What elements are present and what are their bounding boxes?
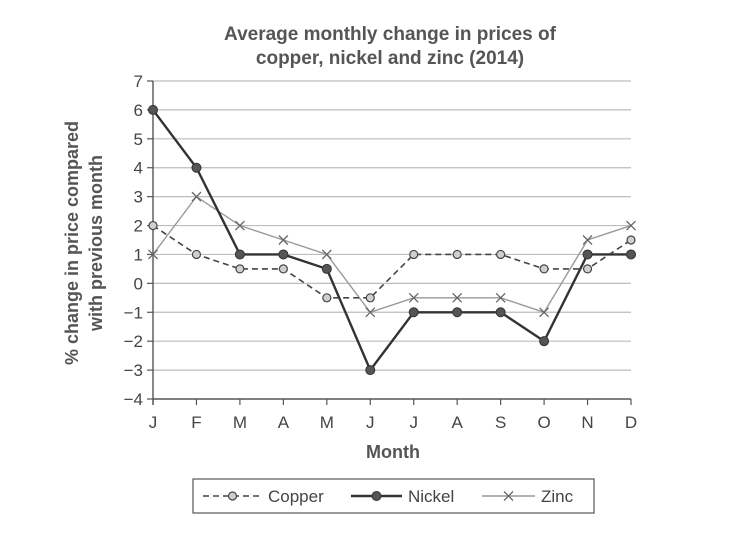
- copper-point: [496, 249, 506, 260]
- y-tick-label: −4: [124, 390, 143, 409]
- tick-labels: 7 6 5 4 3 2 1 0 −1 −2 −3 −4 J F M A M J J A S O N D: [124, 72, 638, 432]
- y-tick-label: −3: [124, 361, 143, 380]
- copper-point: [582, 264, 593, 274]
- chart-title-line-1: Average monthly change in prices of: [224, 24, 556, 45]
- legend-label-copper: Copper: [268, 487, 324, 506]
- legend-marker-copper: [227, 491, 238, 501]
- y-tick-label: −1: [124, 303, 143, 322]
- x-tick-label: D: [625, 413, 637, 432]
- nickel-point: [148, 104, 158, 115]
- zinc-point: [278, 235, 289, 245]
- x-tick-label: F: [191, 413, 201, 432]
- y-tick-label: 6: [134, 101, 143, 120]
- cross-stroke: [234, 220, 245, 231]
- cross-stroke: [495, 292, 506, 303]
- series-line-copper: [152, 224, 632, 299]
- y-tick-label: 7: [134, 72, 143, 91]
- copper-point: [191, 249, 202, 260]
- series-line-nickel: [152, 109, 631, 373]
- copper-point: [235, 264, 245, 274]
- cross-stroke: [503, 491, 514, 501]
- zinc-point: [234, 220, 245, 231]
- nickel-point: [452, 307, 463, 318]
- zinc-point: [582, 235, 593, 245]
- nickel-point: [582, 249, 593, 260]
- y-axis-title: % change in price compared with previous…: [62, 121, 106, 365]
- legend: Copper Nickel Zinc: [192, 478, 595, 514]
- cross-stroke: [452, 292, 463, 303]
- zinc-point: [408, 292, 419, 303]
- x-tick-label: S: [495, 413, 506, 432]
- legend-marker-nickel: [371, 491, 382, 501]
- nickel-point: [365, 365, 376, 376]
- series-line-zinc: [152, 195, 632, 314]
- x-axis-title: Month: [366, 442, 420, 462]
- nickel-point: [191, 162, 202, 173]
- x-tick-label: O: [537, 413, 550, 432]
- nickel-point: [278, 249, 289, 260]
- y-axis-title-line-2: with previous month: [86, 155, 106, 332]
- cross-stroke: [582, 235, 593, 245]
- zinc-point: [365, 307, 376, 318]
- copper-point: [148, 220, 158, 231]
- nickel-point: [626, 249, 636, 260]
- zinc-point: [191, 191, 202, 202]
- axes: [147, 80, 632, 405]
- y-tick-label: 5: [134, 130, 143, 149]
- nickel-point: [321, 263, 332, 274]
- zinc-point: [495, 292, 506, 303]
- x-tick-label: M: [233, 413, 247, 432]
- nickel-point: [495, 307, 506, 318]
- y-tick-label: 1: [134, 245, 143, 264]
- cross-stroke: [408, 292, 419, 303]
- nickel-point: [234, 249, 245, 260]
- gridlines: [153, 80, 631, 400]
- x-tick-label: N: [581, 413, 593, 432]
- copper-point: [452, 249, 462, 260]
- zinc-point: [452, 292, 463, 303]
- x-tick-label: M: [320, 413, 334, 432]
- copper-point: [278, 264, 288, 274]
- legend-label-zinc: Zinc: [541, 487, 574, 506]
- legend-label-nickel: Nickel: [408, 487, 454, 506]
- chart-title-line-2: copper, nickel and zinc (2014): [255, 48, 525, 69]
- legend-marker-zinc: [503, 491, 514, 501]
- zinc-point: [626, 220, 636, 231]
- cross-stroke: [626, 220, 636, 231]
- y-tick-label: 3: [134, 188, 143, 207]
- x-tick-label: J: [409, 413, 418, 432]
- cross-stroke: [321, 249, 332, 260]
- y-tick-label: 2: [134, 217, 143, 236]
- nickel-point: [408, 307, 419, 318]
- cross-stroke: [191, 191, 202, 202]
- copper-point: [322, 293, 332, 303]
- cross-stroke: [148, 249, 158, 260]
- copper-point: [539, 264, 549, 274]
- y-tick-label: 0: [134, 274, 143, 293]
- x-tick-label: J: [149, 413, 158, 432]
- x-tick-label: J: [366, 413, 375, 432]
- x-tick-label: A: [278, 413, 290, 432]
- y-tick-label: −2: [124, 332, 143, 351]
- nickel-point: [539, 336, 550, 347]
- x-tick-label: A: [452, 413, 464, 432]
- cross-stroke: [278, 235, 289, 245]
- copper-point: [409, 249, 419, 260]
- cross-stroke: [365, 307, 376, 318]
- copper-point: [626, 235, 636, 245]
- y-tick-label: 4: [134, 159, 143, 178]
- series-group: [148, 104, 636, 376]
- zinc-point: [539, 307, 550, 318]
- zinc-point: [321, 249, 332, 260]
- copper-point: [365, 293, 375, 303]
- zinc-point: [148, 249, 158, 260]
- y-axis-title-line-1: % change in price compared: [62, 121, 82, 365]
- cross-stroke: [539, 307, 550, 318]
